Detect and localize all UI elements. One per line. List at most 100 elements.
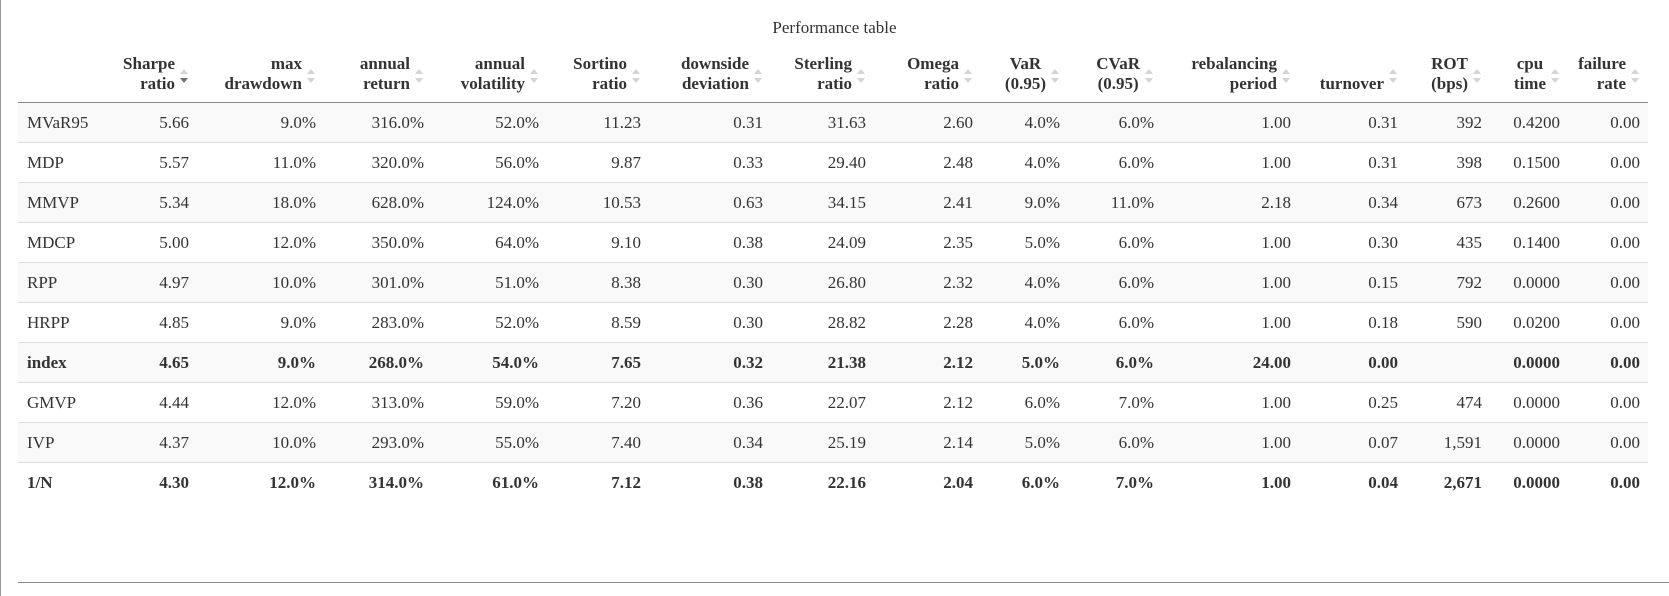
table-cell: 7.0% <box>1068 382 1162 423</box>
sort-arrows-icon[interactable] <box>1050 68 1060 84</box>
column-header-label: failure rate <box>1578 54 1626 102</box>
sort-down-arrow-icon <box>857 78 865 83</box>
table-cell: 24.00 <box>1162 342 1299 383</box>
column-header-14[interactable]: failure rate <box>1568 48 1648 103</box>
table-cell: 0.30 <box>649 262 771 303</box>
table-cell: 6.0% <box>1068 102 1162 143</box>
table-cell: 0.31 <box>1299 142 1406 183</box>
table-row: IVP 4.37 10.0% 293.0% 55.0% 7.40 0.34 25.19 2.14… <box>18 422 1648 463</box>
table-cell: 0.04 <box>1368 472 1398 492</box>
column-header-2[interactable]: annual return <box>324 48 432 103</box>
table-cell: 0.0000 <box>1490 262 1568 303</box>
column-header-0[interactable]: Sharpe ratio <box>102 48 197 103</box>
column-header-4[interactable]: Sortino ratio <box>547 48 649 103</box>
column-header-label: downside deviation <box>681 54 749 102</box>
sort-up-arrow-icon <box>415 69 423 74</box>
table-cell: 0.07 <box>1299 422 1406 463</box>
sort-down-arrow-icon <box>1473 78 1481 83</box>
column-header-3[interactable]: annual volatility <box>432 48 547 103</box>
table-cell: 7.0% <box>1115 472 1154 492</box>
column-header-12[interactable]: ROT (bps) <box>1406 48 1490 103</box>
table-caption: Performance table <box>772 18 897 37</box>
header-row: Sharpe ratio max drawdown annual return annual… <box>18 48 1648 103</box>
header-corner <box>18 48 102 103</box>
table-row: RPP 4.97 10.0% 301.0% 51.0% 8.38 0.30 26.80 2.32… <box>18 262 1648 303</box>
table-cell: 0.0000 <box>1490 382 1568 423</box>
column-header-10[interactable]: rebalancing period <box>1162 48 1299 103</box>
sort-down-arrow-icon <box>415 78 423 83</box>
column-header-line-1: CVaR <box>1096 54 1140 73</box>
column-header-line-1: annual <box>359 54 410 73</box>
sort-down-arrow-icon <box>307 78 315 83</box>
sort-arrows-icon[interactable] <box>1388 68 1398 84</box>
sort-arrows-icon[interactable] <box>1281 68 1291 84</box>
table-cell: 6.0% <box>1068 302 1162 343</box>
sort-arrows-icon[interactable] <box>529 68 539 84</box>
table-cell: 4.85 <box>102 302 197 343</box>
table-cell: 61.0% <box>492 472 539 492</box>
column-header-1[interactable]: max drawdown <box>197 48 324 103</box>
table-cell: 51.0% <box>432 262 547 303</box>
table-body: MVaR95 5.66 9.0% 316.0% 52.0% 11.23 0.31 31.63 2… <box>18 102 1648 503</box>
column-header-line-1: Sortino <box>573 54 627 73</box>
table-cell: 25.19 <box>771 422 874 463</box>
sort-arrows-icon[interactable] <box>306 68 316 84</box>
column-header-line-1: cpu <box>1516 54 1544 73</box>
sort-arrows-icon[interactable] <box>1472 68 1482 84</box>
sort-down-arrow-icon <box>1145 78 1153 83</box>
table-cell: 5.0% <box>981 342 1068 383</box>
table-row: 1/N 4.30 12.0% 314.0% 61.0% 7.12 0.38 22.16 2.04… <box>18 463 1648 503</box>
sort-down-arrow-icon <box>1282 78 1290 83</box>
column-header-line-2: (0.95) <box>1004 74 1046 93</box>
sort-arrows-icon[interactable] <box>856 68 866 84</box>
sort-arrows-icon[interactable] <box>1550 68 1560 84</box>
sort-up-arrow-icon <box>1145 69 1153 74</box>
column-header-line-1: Omega <box>907 54 959 73</box>
table-cell: 7.20 <box>547 382 649 423</box>
table-cell: 435 <box>1406 222 1490 263</box>
table-cell: 4.44 <box>102 382 197 423</box>
sort-arrows-icon[interactable] <box>963 68 973 84</box>
sort-arrows-icon[interactable] <box>414 68 424 84</box>
column-header-6[interactable]: Sterling ratio <box>771 48 874 103</box>
sort-down-arrow-icon <box>964 78 972 83</box>
sort-arrows-icon[interactable] <box>1630 68 1640 84</box>
table-cell: 59.0% <box>432 382 547 423</box>
table-cell: 2.12 <box>874 382 981 423</box>
sort-arrows-icon[interactable] <box>179 68 189 84</box>
column-header-line-2: drawdown <box>224 74 302 93</box>
column-header-5[interactable]: downside deviation <box>649 48 771 103</box>
table-cell: 1,591 <box>1406 422 1490 463</box>
table-cell: 0.00 <box>1568 222 1648 263</box>
table-cell: 283.0% <box>324 302 432 343</box>
table-cell: 5.66 <box>102 102 197 143</box>
table-cell: 64.0% <box>432 222 547 263</box>
sort-arrows-icon[interactable] <box>753 68 763 84</box>
column-header-label: CVaR (0.95) <box>1096 54 1140 102</box>
sort-down-arrow-icon <box>180 78 188 83</box>
column-header-7[interactable]: Omega ratio <box>874 48 981 103</box>
sort-down-arrow-icon <box>632 78 640 83</box>
table-cell: 1.00 <box>1162 142 1299 183</box>
table-cell: 398 <box>1406 142 1490 183</box>
row-label: MDCP <box>18 222 102 263</box>
table-cell: 0.00 <box>1568 302 1648 343</box>
sort-arrows-icon[interactable] <box>1144 68 1154 84</box>
table-cell: 0.1500 <box>1490 142 1568 183</box>
table-cell: 7.40 <box>547 422 649 463</box>
column-header-13[interactable]: cpu time <box>1490 48 1568 103</box>
column-header-line-2: ratio <box>140 74 175 93</box>
table-cell: 31.63 <box>771 102 874 143</box>
table-cell: 5.00 <box>102 222 197 263</box>
column-header-label: Sterling ratio <box>794 54 852 102</box>
column-header-9[interactable]: CVaR (0.95) <box>1068 48 1162 103</box>
table-cell: 18.0% <box>197 182 324 223</box>
table-cell: 0.0000 <box>1513 472 1560 492</box>
column-header-8[interactable]: VaR (0.95) <box>981 48 1068 103</box>
column-header-11[interactable]: turnover <box>1299 48 1406 103</box>
sort-arrows-icon[interactable] <box>631 68 641 84</box>
table-cell: 0.30 <box>1299 222 1406 263</box>
table-cell: 792 <box>1406 262 1490 303</box>
table-cell: 0.63 <box>649 182 771 223</box>
row-label: GMVP <box>18 382 102 423</box>
